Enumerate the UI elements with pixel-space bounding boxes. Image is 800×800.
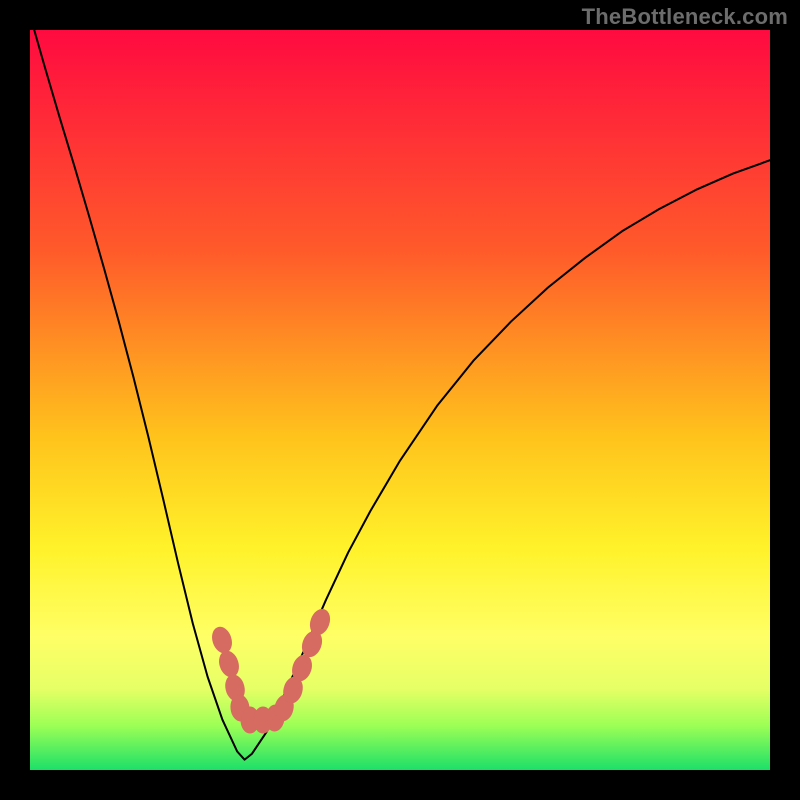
chart-svg [0,0,800,800]
plot-background [30,30,770,770]
chart-container: TheBottleneck.com [0,0,800,800]
watermark-text: TheBottleneck.com [582,4,788,30]
